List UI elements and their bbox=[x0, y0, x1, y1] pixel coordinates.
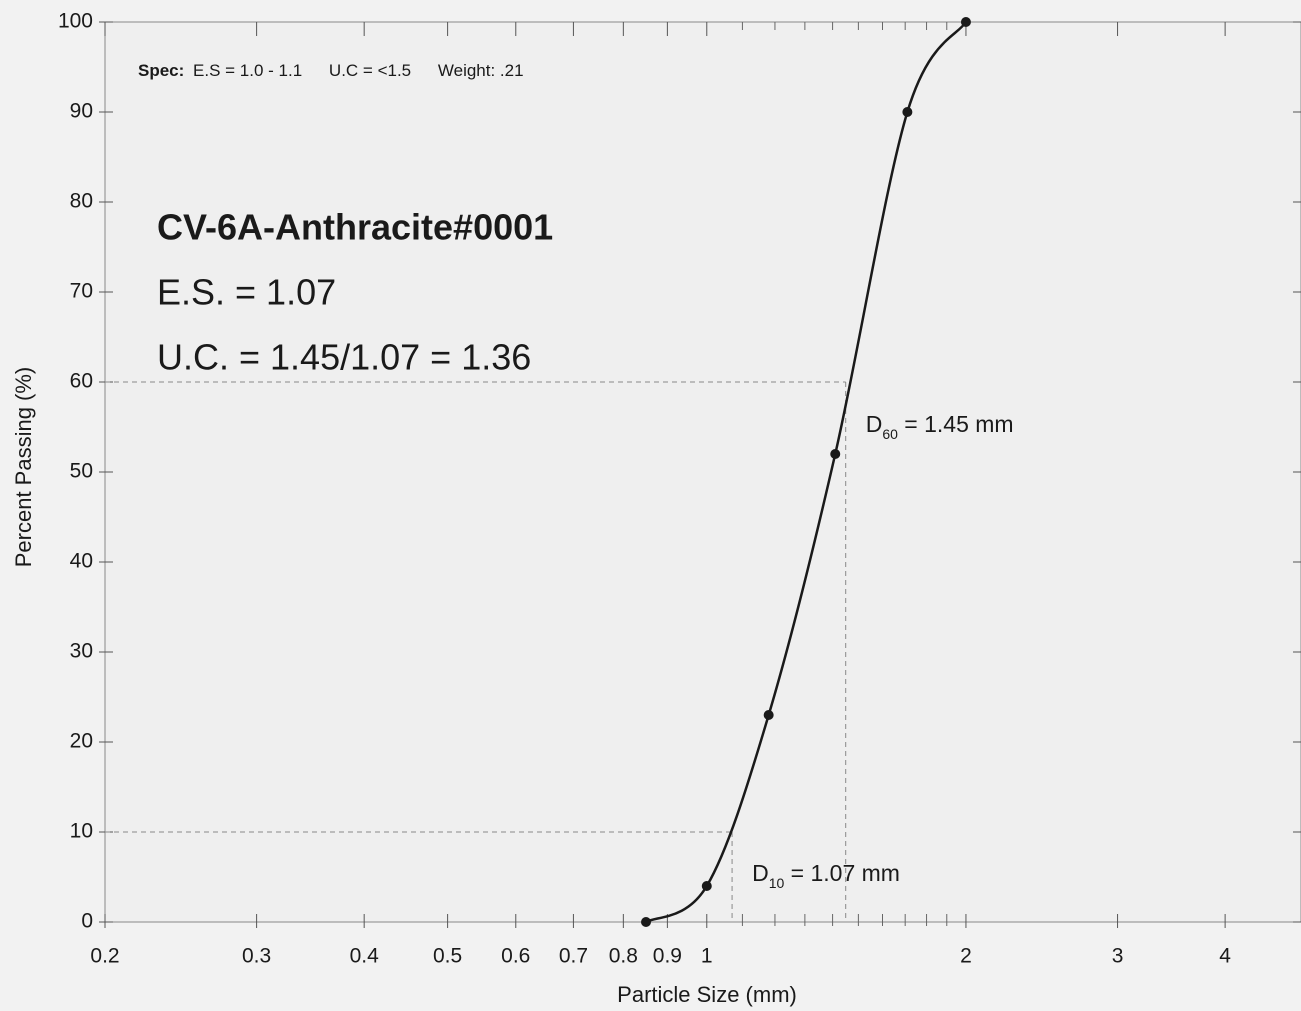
x-tick-label: 4 bbox=[1219, 945, 1231, 968]
sample-name: CV-6A-Anthracite#0001 bbox=[157, 207, 553, 248]
x-tick-label: 3 bbox=[1112, 945, 1124, 968]
y-tick-label: 20 bbox=[70, 730, 93, 753]
x-axis-title: Particle Size (mm) bbox=[617, 982, 797, 1007]
reference-label: D60 = 1.45 mm bbox=[866, 411, 1014, 442]
reference-label-sub: 10 bbox=[769, 875, 785, 891]
x-tick-label: 0.8 bbox=[609, 945, 638, 968]
reference-label-main: D bbox=[866, 411, 883, 437]
y-tick-label: 30 bbox=[70, 640, 93, 663]
plot-area bbox=[104, 21, 1301, 923]
y-tick-label: 100 bbox=[58, 10, 93, 33]
y-tick-label: 60 bbox=[70, 370, 93, 393]
spec-es: E.S = 1.0 - 1.1 bbox=[193, 61, 302, 80]
x-tick-label: 0.6 bbox=[501, 945, 530, 968]
spec-text: Spec: E.S = 1.0 - 1.1 U.C = <1.5 Weight:… bbox=[138, 61, 524, 80]
x-tick-label: 0.5 bbox=[433, 945, 462, 968]
spec-weight: Weight: .21 bbox=[438, 61, 524, 80]
x-tick-label: 0.9 bbox=[653, 945, 682, 968]
x-tick-label: 0.2 bbox=[90, 945, 119, 968]
data-point bbox=[763, 710, 774, 720]
y-tick-label: 80 bbox=[70, 190, 93, 213]
y-tick-label: 40 bbox=[70, 550, 93, 573]
spec-uc: U.C = <1.5 bbox=[329, 61, 411, 80]
reference-label: D10 = 1.07 mm bbox=[752, 860, 900, 891]
data-point bbox=[701, 881, 712, 891]
x-tick-label: 0.7 bbox=[559, 945, 588, 968]
x-tick-label: 1 bbox=[701, 945, 713, 968]
y-axis-title: Percent Passing (%) bbox=[11, 367, 36, 568]
y-tick-label: 50 bbox=[70, 460, 93, 483]
reference-label-main: D bbox=[752, 860, 769, 886]
x-tick-label: 0.3 bbox=[242, 945, 271, 968]
es-text: E.S. = 1.07 bbox=[157, 272, 336, 313]
reference-label-rest: = 1.07 mm bbox=[784, 860, 900, 886]
y-tick-label: 90 bbox=[70, 100, 93, 123]
data-point bbox=[830, 449, 841, 459]
spec-label: Spec: bbox=[138, 61, 184, 80]
reference-label-rest: = 1.45 mm bbox=[898, 411, 1014, 437]
y-tick-label: 10 bbox=[70, 820, 93, 843]
reference-label-sub: 60 bbox=[882, 426, 898, 442]
data-point bbox=[902, 107, 913, 117]
x-tick-label: 0.4 bbox=[350, 945, 380, 968]
uc-text: U.C. = 1.45/1.07 = 1.36 bbox=[157, 337, 531, 378]
y-tick-label: 70 bbox=[70, 280, 93, 303]
y-tick-label: 0 bbox=[81, 910, 93, 933]
data-point bbox=[641, 917, 652, 927]
data-point bbox=[960, 17, 971, 27]
x-tick-label: 2 bbox=[960, 945, 972, 968]
